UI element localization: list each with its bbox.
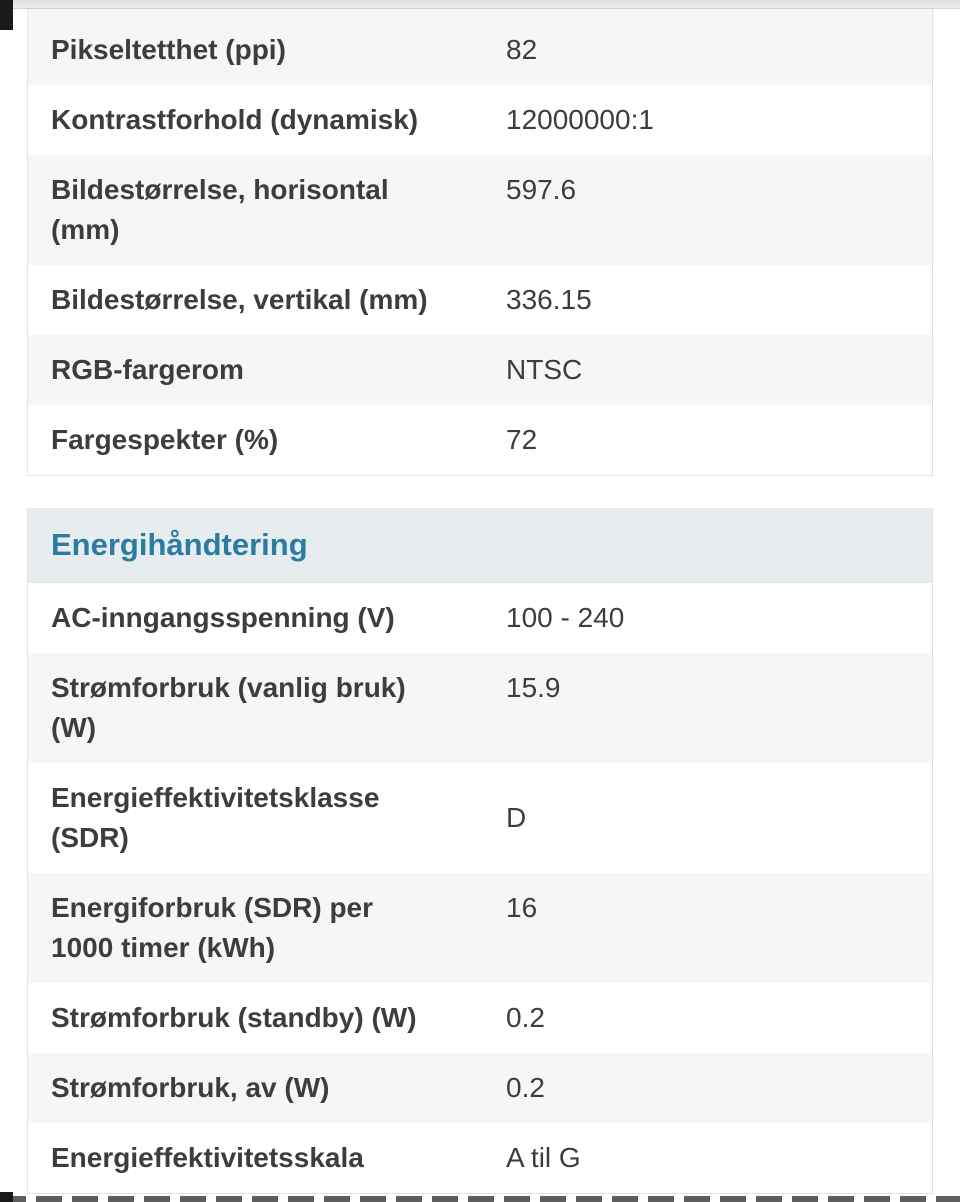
table-row: Energieffektivitetsskala A til G — [28, 1123, 932, 1193]
table-row: Fargespekter (%) 72 — [28, 405, 932, 475]
table-row: Pikseltetthet (ppi) 82 — [28, 9, 932, 85]
table-row: Bildestørrelse, horisontal (mm) 597.6 — [28, 155, 932, 265]
spec-value: 82 — [506, 34, 538, 65]
spec-label: Strømforbruk (standby) (W) — [51, 1002, 417, 1033]
table-row: AC-inngangsspenning (V) 100 - 240 — [28, 583, 932, 653]
spec-value: 15.9 — [506, 672, 561, 703]
spec-value: 0.2 — [506, 1072, 545, 1103]
top-divider-strip — [0, 0, 960, 9]
spec-value: D — [506, 802, 527, 833]
spec-value: 597.6 — [506, 174, 577, 205]
table-row: Energiforbruk (SDR) per 1000 timer (kWh)… — [28, 873, 932, 983]
table-row: Kontrastforhold (dynamisk) 12000000:1 — [28, 85, 932, 155]
spec-table-energy: Energihåndtering AC-inngangsspenning (V)… — [27, 508, 933, 1194]
spec-label: Fargespekter (%) — [51, 424, 279, 455]
spec-value: 72 — [506, 424, 538, 455]
section-header-energy-link[interactable]: Energihåndtering — [51, 527, 308, 562]
spec-label: AC-inngangsspenning (V) — [51, 602, 395, 633]
table-row: RGB-fargerom NTSC — [28, 335, 932, 405]
spec-value: 12000000:1 — [506, 104, 654, 135]
section-header-band: Energihåndtering — [28, 508, 932, 583]
dark-edge-notch-top — [0, 0, 13, 30]
spec-label: Bildestørrelse, vertikal (mm) — [51, 284, 428, 315]
spec-label: Energiforbruk (SDR) per 1000 timer (kWh) — [51, 892, 374, 963]
spec-value: 336.15 — [506, 284, 592, 315]
spec-value: 16 — [506, 892, 538, 923]
spec-label: Kontrastforhold (dynamisk) — [51, 104, 419, 135]
spec-label: Energieffektivitetsklasse (SDR) — [51, 782, 380, 853]
dark-edge-notch-bottom — [0, 1192, 13, 1202]
bottom-clipped-content-edge — [0, 1196, 960, 1202]
table-row: Strømforbruk, av (W) 0.2 — [28, 1053, 932, 1123]
spec-sheet: Pikseltetthet (ppi) 82 Kontrastforhold (… — [27, 9, 933, 1194]
spec-label: Strømforbruk, av (W) — [51, 1072, 330, 1103]
spec-value: 0.2 — [506, 1002, 545, 1033]
spec-label: RGB-fargerom — [51, 354, 244, 385]
table-row: Strømforbruk (vanlig bruk) (W) 15.9 — [28, 653, 932, 763]
spec-table-display: Pikseltetthet (ppi) 82 Kontrastforhold (… — [27, 9, 933, 476]
table-row: Strømforbruk (standby) (W) 0.2 — [28, 983, 932, 1053]
spec-label: Energieffektivitetsskala — [51, 1142, 364, 1173]
spec-value: A til G — [506, 1142, 581, 1173]
spec-label: Bildestørrelse, horisontal (mm) — [51, 174, 389, 245]
table-row: Energieffektivitetsklasse (SDR) D — [28, 763, 932, 873]
spec-value: 100 - 240 — [506, 602, 625, 633]
table-row: Bildestørrelse, vertikal (mm) 336.15 — [28, 265, 932, 335]
spec-value: NTSC — [506, 354, 583, 385]
spec-label: Strømforbruk (vanlig bruk) (W) — [51, 672, 406, 743]
spec-label: Pikseltetthet (ppi) — [51, 34, 286, 65]
